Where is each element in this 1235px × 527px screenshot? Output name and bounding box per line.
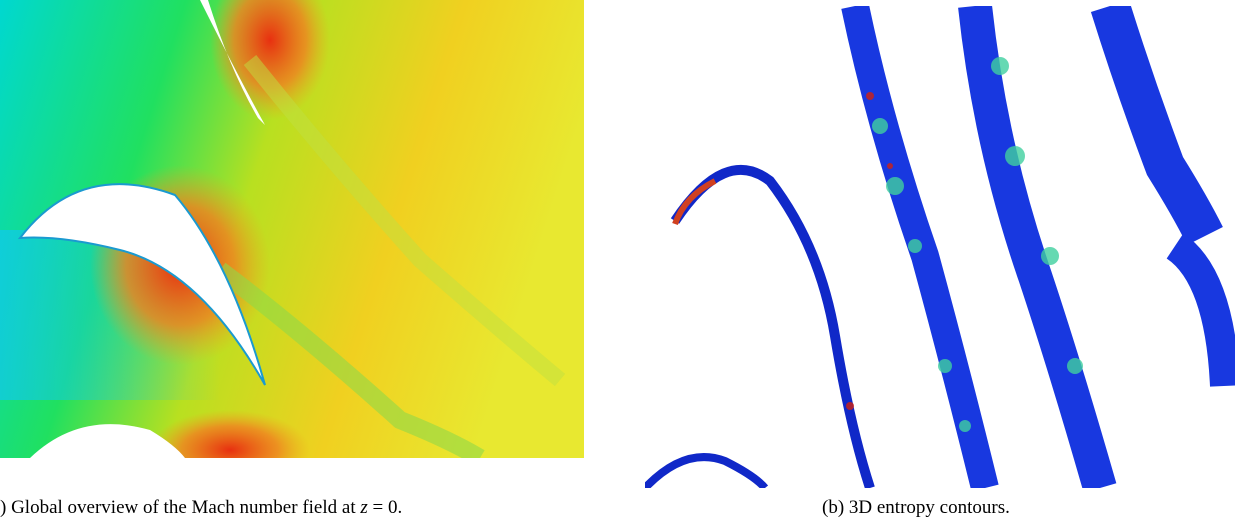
entropy-contours-image <box>645 6 1235 488</box>
caption-variable: z <box>360 497 368 518</box>
caption-a: ) Global overview of the Mach number fie… <box>0 497 402 519</box>
caption-b: (b) 3D entropy contours. <box>822 497 1010 518</box>
caption-text: ) Global overview of the Mach number fie… <box>0 497 361 518</box>
caption-text: = 0. <box>367 497 403 518</box>
mach-field-image <box>0 0 584 458</box>
